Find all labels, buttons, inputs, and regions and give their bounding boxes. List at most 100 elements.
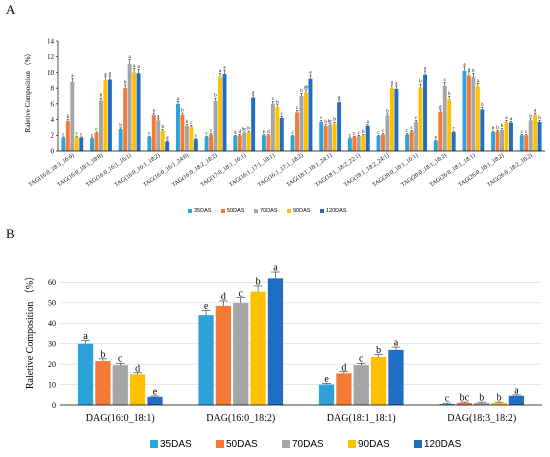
legend-swatch-90das	[348, 440, 356, 448]
bar-tag-16-0-18-3-16-0-90das	[74, 136, 79, 151]
significance-label: d	[221, 291, 226, 302]
significance-label: a	[309, 71, 312, 76]
bar-tag-18-1-18-2-22-1-90das	[361, 135, 366, 151]
significance-label: c	[190, 121, 193, 126]
significance-label: a	[252, 90, 255, 95]
y-tick-label: 30	[48, 340, 56, 349]
bar-tag-26-0-18-1-18-2-50das	[495, 131, 500, 151]
bar-tag-18-1-18-2-24-1-120das	[394, 88, 399, 151]
significance-label: b	[100, 349, 105, 360]
significance-label: a	[367, 120, 370, 125]
x-tick-label: TAG(26:0_18:1_18:2)	[457, 152, 505, 189]
significance-label: d	[135, 363, 140, 374]
significance-label: b	[333, 118, 336, 123]
bar-tag-26-0-18-1-18-1-35das	[462, 70, 467, 151]
legend-swatch-50das	[216, 440, 224, 448]
bar-tag-18-1-18-2-22-1-120das	[365, 125, 370, 151]
significance-label: a	[177, 97, 180, 102]
bar-tag-20-0-18-1-16-1-50das	[409, 131, 414, 151]
significance-label: c	[411, 126, 414, 131]
significance-label: a	[104, 72, 107, 77]
bar-tag-16-0-16-1-16-1-120das	[136, 73, 141, 151]
significance-label: a	[273, 263, 278, 274]
legend-swatch-120das	[414, 440, 422, 448]
significance-label: e	[263, 130, 266, 135]
significance-label: b	[419, 80, 422, 85]
y-tick-label: 14	[47, 37, 55, 45]
significance-label: c	[359, 354, 364, 365]
x-tick-label: TAG(16:0_18:2_18:2)	[171, 152, 219, 189]
legend-swatch-90das	[287, 209, 291, 213]
bar-tag-16-0-18-3-16-0-70das	[70, 81, 75, 151]
bar-tag-16-1-17-1-18-1-120das	[279, 118, 284, 151]
x-tick-label: TAG(20:0_18:1_16:1)	[371, 152, 419, 189]
x-tick-label: TAG(26:0_18:2_18:2)	[486, 152, 534, 189]
significance-label: d	[267, 130, 270, 135]
significance-label: a	[219, 69, 222, 74]
significance-label: c	[525, 130, 528, 135]
significance-label: b	[538, 116, 541, 121]
significance-label: b	[479, 393, 484, 404]
bar-tag-16-0-16-1-24-0-120das	[193, 139, 198, 151]
significance-label: a	[83, 331, 88, 342]
significance-label: b	[496, 126, 499, 131]
x-tick-label: TAG(16:0_16:1_24:0)	[142, 152, 190, 189]
panel-a-y-axis-title: Raletive Composition （%）	[24, 50, 32, 133]
bar-tag-26-0-18-2-18-2-70das	[528, 120, 533, 151]
legend-swatch-50das	[221, 209, 225, 213]
significance-label: b	[300, 89, 303, 94]
significance-label: c	[521, 130, 524, 135]
bar-tag-16-0-16-1-16-1-35das	[118, 129, 123, 151]
bar-tag-18-1-18-2-24-1-35das	[376, 136, 381, 151]
bar-tag-17-0-18-1-16-1-90das	[246, 132, 251, 151]
significance-label: bc	[242, 128, 248, 133]
bar-tag-26-0-18-1-18-2-120das	[509, 122, 513, 151]
significance-label: a	[514, 385, 519, 396]
bar-tag-20-0-18-1-18-2-90das	[447, 99, 452, 151]
bar-tag-16-0-18-2-18-2-35das	[204, 136, 209, 151]
y-tick-label: 2	[51, 132, 55, 140]
x-tick-label: TAG(16:1_17:1_18:2)	[257, 152, 305, 189]
significance-label: c	[377, 131, 380, 136]
bar-tag-16-1-17-1-18-1-90das	[275, 107, 280, 151]
significance-label: b	[481, 103, 484, 108]
bar-tag-16-1-17-1-18-2-50das	[295, 112, 299, 151]
x-tick-label: TAG(16:0_18:3_18:0)	[56, 152, 104, 189]
significance-label: c	[296, 106, 299, 111]
bar-tag-26-0-18-2-18-2-50das	[524, 135, 529, 151]
significance-label: b	[497, 393, 502, 404]
bar-dag-16-0-18-1-120das	[147, 396, 163, 405]
bar-tag-26-0-18-1-18-1-50das	[466, 75, 471, 151]
bar-tag-16-1-17-1-18-1-35das	[261, 135, 266, 151]
significance-label: a	[463, 62, 466, 67]
significance-label: d	[341, 362, 346, 373]
bar-tag-17-0-18-1-16-1-50das	[237, 135, 242, 151]
significance-label: b	[472, 69, 475, 74]
bar-tag-18-1-18-2-22-1-70das	[356, 136, 361, 151]
y-tick-label: 60	[48, 278, 56, 287]
significance-label: b	[324, 120, 327, 125]
significance-label: c	[453, 127, 456, 132]
significance-label: c	[95, 128, 98, 133]
significance-label: c	[281, 112, 284, 117]
bar-tag-16-0-16-1-18-2-120das	[165, 141, 170, 151]
bar-tag-20-0-18-1-18-2-35das	[433, 140, 438, 151]
bar-tag-17-0-18-1-16-1-70das	[242, 132, 247, 151]
x-tick-label: DAG(16:0_18:2)	[206, 413, 275, 424]
significance-label: b	[256, 276, 261, 287]
bar-dag-16-0-18-1-50das	[95, 361, 111, 405]
bar-tag-26-0-18-2-18-2-35das	[519, 135, 524, 151]
bar-tag-16-1-17-1-18-2-35das	[290, 136, 295, 151]
legend-swatch-70das	[282, 440, 290, 448]
significance-label: c	[358, 131, 361, 136]
x-tick-label: TAG(16:0_16:1_18:2)	[113, 152, 161, 189]
legend-swatch-70das	[254, 209, 258, 213]
bar-dag-18-1-18-1-35das	[318, 384, 335, 405]
bar-tag-16-0-16-1-16-1-70das	[127, 63, 132, 151]
significance-label: a	[157, 114, 160, 119]
y-tick-label: 20	[48, 360, 56, 369]
bar-tag-18-1-18-2-24-1-50das	[381, 134, 385, 151]
significance-label: b	[124, 81, 127, 86]
bar-tag-16-0-18-3-16-0-120das	[79, 137, 84, 151]
legend-label-90das: 90DAS	[293, 208, 311, 214]
